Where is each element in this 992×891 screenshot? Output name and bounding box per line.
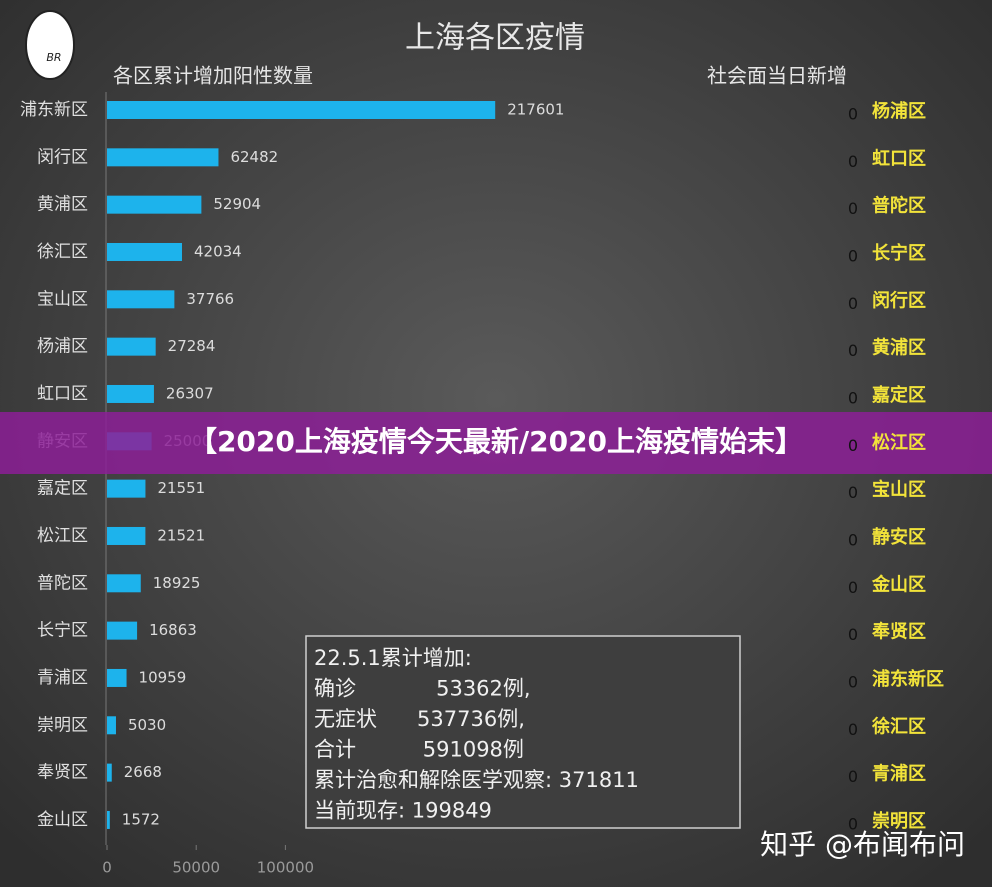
summary-line: 合计 591098例 — [314, 738, 524, 762]
value-label: 21551 — [157, 479, 205, 497]
side-label: 浦东新区 — [872, 668, 944, 690]
y-tick-label: 虹口区 — [37, 384, 88, 404]
side-label: 青浦区 — [872, 763, 926, 785]
x-tick-label: 50000 — [172, 859, 220, 877]
bar — [107, 148, 219, 167]
y-tick-label: 杨浦区 — [37, 337, 88, 357]
bar — [107, 621, 138, 640]
side-value: 0 — [848, 672, 858, 691]
bar — [107, 763, 112, 782]
value-label: 217601 — [507, 101, 564, 119]
summary-frame — [305, 635, 741, 829]
y-tick-label: 黄浦区 — [37, 195, 88, 215]
side-value: 0 — [848, 294, 858, 313]
y-tick-label: 崇明区 — [37, 715, 88, 735]
y-tick-label: 浦东新区 — [20, 100, 88, 120]
side-label: 普陀区 — [872, 195, 926, 217]
value-label: 5030 — [128, 716, 166, 734]
value-label: 10959 — [139, 668, 187, 686]
x-tick-label: 100000 — [257, 859, 314, 877]
side-value: 0 — [848, 246, 858, 265]
bar — [107, 101, 496, 119]
side-value: 0 — [848, 625, 858, 644]
side-label: 徐汇区 — [871, 715, 926, 737]
banner-band — [0, 412, 992, 474]
side-value: 0 — [848, 814, 858, 833]
summary-box: 22.5.1累计增加: 确诊 53362例, 无症状 537736例, 合计 5910… — [305, 635, 741, 829]
side-value: 0 — [848, 436, 858, 455]
side-value: 0 — [848, 341, 858, 360]
subtitle: 各区累计增加阳性数量 — [113, 64, 313, 88]
logo: BR — [25, 10, 75, 80]
bar — [107, 574, 141, 593]
summary-line: 当前现存: 199849 — [314, 799, 492, 823]
y-tick-label: 徐汇区 — [37, 242, 88, 262]
value-label: 52904 — [213, 195, 261, 213]
side-label: 静安区 — [872, 526, 926, 548]
value-label: 1572 — [122, 810, 160, 828]
side-value: 0 — [848, 767, 858, 786]
plot: 0 50000 100000 浦东新区 217601 闵行区 62482 黄浦区 52904 徐汇… — [20, 100, 564, 877]
value-label: 42034 — [194, 242, 242, 260]
watermark: 知乎 @布闻布问 — [760, 828, 965, 861]
side-label: 松江区 — [872, 431, 926, 453]
value-label: 62482 — [230, 148, 278, 166]
value-label: 27284 — [168, 337, 216, 355]
chart-title: 上海各区疫情 — [405, 21, 585, 56]
summary-lines: 22.5.1累计增加: 确诊 53362例, 无症状 537736例, 合计 5910… — [314, 646, 639, 823]
value-label: 18925 — [153, 574, 201, 592]
bar — [107, 810, 110, 829]
x-tick-label: 0 — [102, 859, 112, 877]
side-label: 宝山区 — [872, 479, 926, 501]
side-label: 奉贤区 — [871, 621, 926, 643]
side-value: 0 — [848, 530, 858, 549]
bar — [107, 195, 202, 214]
side-value: 0 — [848, 388, 858, 407]
y-tick-label: 普陀区 — [37, 573, 88, 593]
side-value: 0 — [848, 483, 858, 502]
y-tick-label: 奉贤区 — [37, 763, 88, 783]
side-title: 社会面当日新增 — [707, 64, 847, 88]
side-label: 虹口区 — [872, 147, 926, 169]
summary-line: 确诊 53362例, — [314, 677, 531, 701]
logo-text: BR — [46, 51, 61, 64]
side-label: 闵行区 — [872, 289, 926, 311]
y-tick-label: 长宁区 — [37, 621, 88, 641]
bar — [107, 290, 175, 309]
value-label: 26307 — [166, 384, 214, 402]
bar — [107, 242, 182, 261]
summary-line: 无症状 537736例, — [314, 707, 525, 731]
y-tick-label: 金山区 — [37, 810, 88, 830]
side-value: 0 — [848, 105, 858, 124]
y-tick-label: 松江区 — [37, 526, 88, 546]
side-label: 嘉定区 — [871, 384, 926, 406]
bar — [107, 479, 146, 498]
side-label: 崇明区 — [872, 810, 926, 832]
summary-line: 累计治愈和解除医学观察: 371811 — [314, 768, 639, 792]
side-label: 黄浦区 — [872, 337, 926, 359]
side-label: 金山区 — [871, 573, 926, 595]
bar — [107, 526, 146, 545]
bar — [107, 384, 154, 403]
y-tick-label: 嘉定区 — [37, 479, 88, 499]
y-tick-label: 闵行区 — [37, 147, 88, 167]
side-value: 0 — [848, 152, 858, 171]
value-label: 2668 — [124, 763, 162, 781]
side-label: 长宁区 — [872, 242, 926, 264]
side-value: 0 — [848, 720, 858, 739]
y-tick-label: 青浦区 — [37, 668, 88, 688]
value-label: 21521 — [157, 526, 205, 544]
bar — [107, 668, 127, 687]
side-value: 0 — [848, 199, 858, 218]
side-label: 杨浦区 — [872, 100, 926, 122]
bar — [107, 337, 156, 356]
side-value: 0 — [848, 578, 858, 597]
summary-line: 22.5.1累计增加: — [314, 646, 472, 670]
value-label: 37766 — [186, 290, 234, 308]
y-tick-label: 宝山区 — [37, 289, 88, 309]
value-label: 16863 — [149, 621, 197, 639]
bar — [107, 716, 116, 735]
banner-text: 【2020上海疫情今天最新/2020上海疫情始末】 — [189, 425, 803, 458]
